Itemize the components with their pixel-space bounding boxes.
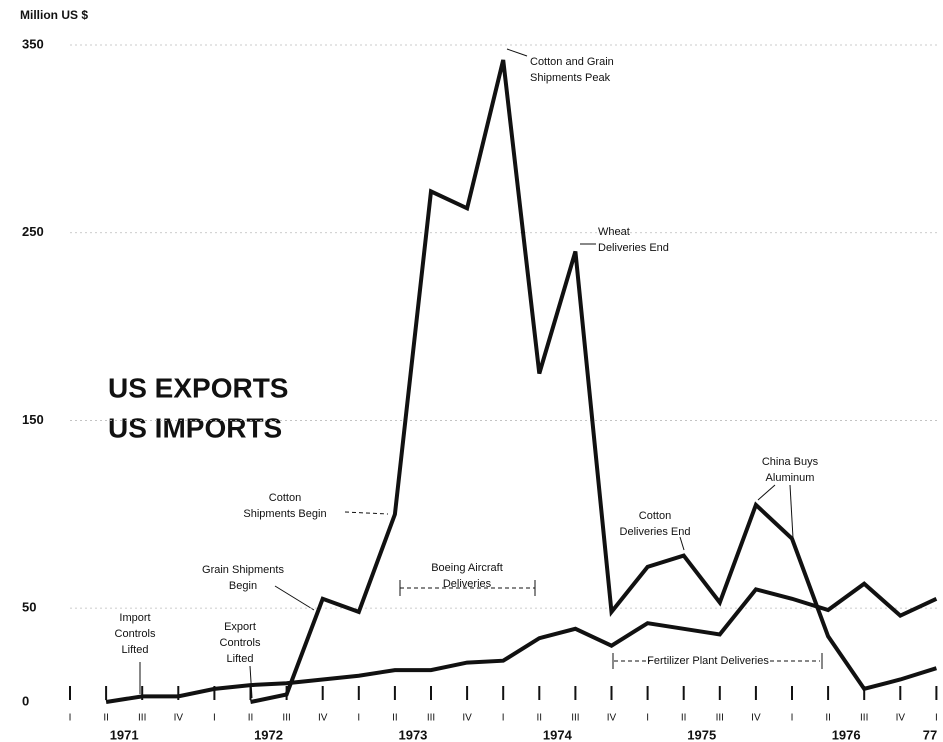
annotation: Deliveries End [620, 526, 691, 538]
x-tick-label: I [213, 713, 216, 724]
annotation: Wheat [598, 226, 630, 238]
annotation: Boeing Aircraft [431, 562, 503, 574]
x-tick-label: I [502, 713, 505, 724]
annotation: Begin [229, 580, 257, 592]
x-tick-label: IV [462, 713, 472, 724]
series-line [105, 581, 938, 704]
annotation: China Buys [762, 456, 819, 468]
year-label: 1972 [254, 727, 283, 742]
annotation: Cotton [639, 510, 671, 522]
x-tick-label: I [646, 713, 649, 724]
x-tick-label: II [681, 713, 687, 724]
year-label: 1974 [543, 727, 573, 742]
year-label: 1975 [687, 727, 716, 742]
x-tick-label: II [392, 713, 398, 724]
y-tick-label: 150 [22, 412, 44, 427]
annotation: Aluminum [766, 472, 815, 484]
series-line [250, 59, 937, 704]
annotation: Grain Shipments [202, 564, 284, 576]
x-tick-label: III [716, 713, 724, 724]
y-axis-label: Million US $ [20, 8, 88, 22]
x-tick-label: III [282, 713, 290, 724]
legend-entry: US IMPORTS [108, 412, 282, 443]
annotation-arrows [139, 48, 823, 699]
x-tick-label: IV [174, 713, 184, 724]
x-tick-label: III [138, 713, 146, 724]
x-tick-label: IV [318, 713, 328, 724]
annotation: Deliveries [443, 578, 492, 590]
annotation: Deliveries End [598, 242, 669, 254]
annotation: Fertilizer Plant Deliveries [647, 655, 769, 667]
x-tick-label: III [860, 713, 868, 724]
x-tick-label: III [571, 713, 579, 724]
x-tick-label: II [103, 713, 109, 724]
annotation: Cotton and Grain [530, 56, 614, 68]
year-label: 1976 [832, 727, 861, 742]
annotation: Export [224, 621, 256, 633]
annotation: Import [119, 612, 150, 624]
annotation: Shipments Begin [243, 508, 326, 520]
x-tick-label: IV [896, 713, 906, 724]
y-tick-label: 50 [22, 600, 36, 615]
annotation: Controls [115, 628, 156, 640]
annotation: Cotton [269, 492, 301, 504]
x-tick-label: I [791, 713, 794, 724]
x-tick-label: I [935, 713, 938, 724]
x-tick-label: I [69, 713, 72, 724]
annotation: Lifted [122, 644, 149, 656]
year-label: 1971 [110, 727, 139, 742]
x-tick-label: III [427, 713, 435, 724]
x-tick-label: IV [751, 713, 761, 724]
x-tick-label: II [537, 713, 543, 724]
y-tick-label: 250 [22, 224, 44, 239]
x-tick-label: I [357, 713, 360, 724]
x-tick-label: II [248, 713, 254, 724]
y-tick-label: 0 [22, 693, 29, 708]
annotation: Shipments Peak [530, 72, 611, 84]
annotation: Lifted [227, 653, 254, 665]
x-tick-label: II [825, 713, 831, 724]
x-tick-label: IV [607, 713, 617, 724]
year-label: 77 [923, 727, 937, 742]
y-tick-label: 350 [22, 36, 44, 51]
year-label: 1973 [398, 727, 427, 742]
annotation: Controls [220, 637, 261, 649]
legend-entry: US EXPORTS [108, 372, 288, 403]
